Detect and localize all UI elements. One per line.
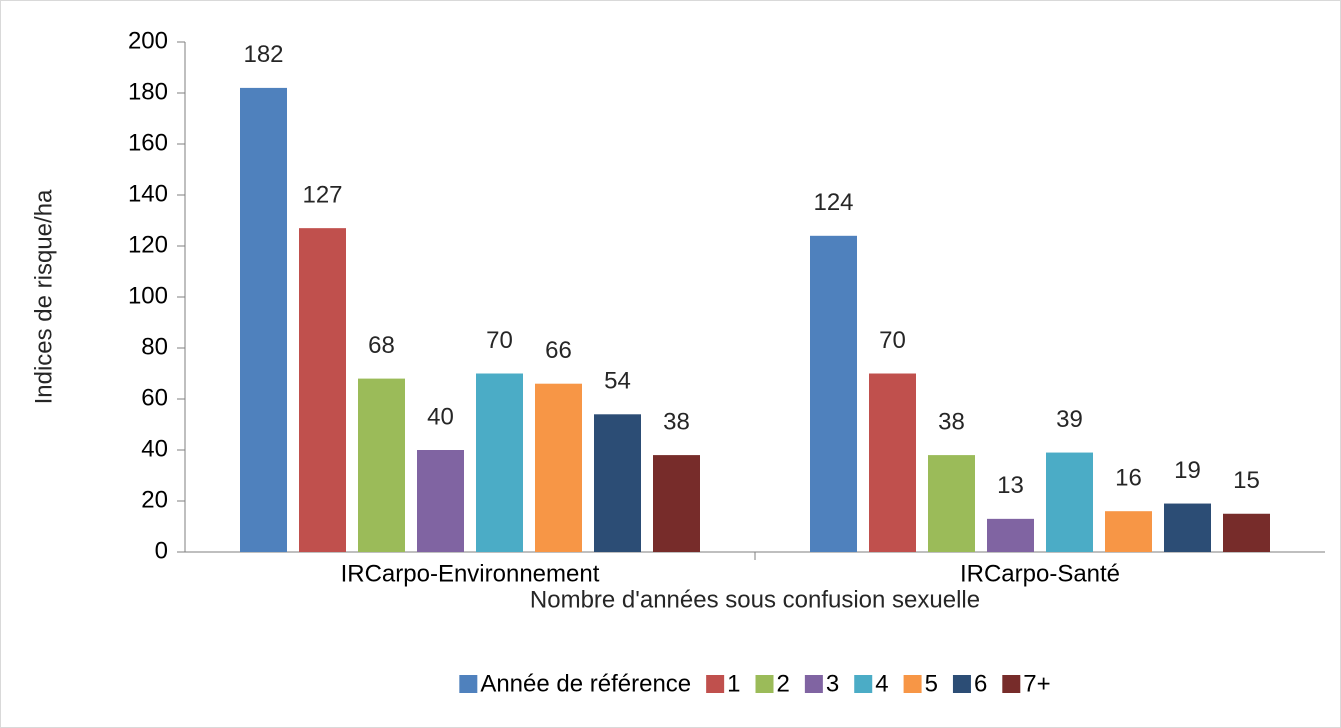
data-label: 66 — [545, 337, 572, 364]
legend-swatch — [755, 675, 774, 693]
data-label: 127 — [302, 181, 342, 208]
legend-label: 4 — [875, 670, 888, 697]
data-label: 182 — [243, 41, 283, 68]
legend-swatch — [903, 675, 922, 693]
data-label: 13 — [997, 472, 1024, 499]
bar — [594, 414, 641, 552]
bar — [1164, 503, 1211, 552]
x-axis-label: Nombre d'années sous confusion sexuelle — [530, 586, 980, 613]
legend-swatch — [706, 675, 725, 693]
bar — [1223, 513, 1270, 552]
y-tick-label: 60 — [141, 384, 168, 411]
legend: Année de référence 1 2 3 4 5 6 7+ — [459, 670, 1051, 697]
legend-swatch — [1002, 675, 1021, 693]
legend-label: Année de référence — [480, 670, 691, 697]
data-label: 68 — [368, 332, 395, 359]
y-tick-label: 100 — [128, 282, 168, 309]
bar — [928, 455, 975, 552]
legend-label: 2 — [777, 670, 790, 697]
bar — [869, 373, 916, 552]
bar — [810, 235, 857, 553]
data-label: 124 — [813, 189, 853, 216]
x-tick-label: IRCarpo-Environnement — [341, 560, 600, 587]
y-axis-label: Indices de risque/ha — [30, 189, 57, 404]
data-label: 40 — [427, 403, 454, 430]
y-tick-label: 200 — [128, 27, 168, 54]
data-label: 16 — [1115, 465, 1142, 492]
legend-label: 5 — [925, 670, 938, 697]
x-tick-label: IRCarpo-Santé — [960, 560, 1120, 587]
bar — [299, 228, 346, 552]
bar — [240, 87, 287, 553]
legend-label: 3 — [826, 670, 839, 697]
y-tick-label: 180 — [128, 78, 168, 105]
bar — [653, 455, 700, 552]
legend-swatch — [952, 675, 971, 693]
y-tick-label: 20 — [141, 486, 168, 513]
data-label: 19 — [1174, 457, 1201, 484]
bar — [1105, 511, 1152, 552]
data-label: 70 — [879, 327, 906, 354]
bar — [1046, 452, 1093, 552]
y-tick-label: 40 — [141, 435, 168, 462]
y-tick-label: 120 — [128, 231, 168, 258]
data-label: 15 — [1233, 467, 1260, 494]
legend-label: 6 — [974, 670, 987, 697]
legend-label: 7+ — [1023, 670, 1050, 697]
y-tick-label: 0 — [155, 537, 168, 564]
legend-label: 1 — [727, 670, 740, 697]
data-label: 38 — [663, 408, 690, 435]
bar — [476, 373, 523, 552]
bar — [358, 378, 405, 552]
y-tick-label: 160 — [128, 129, 168, 156]
legend-swatch — [854, 675, 873, 693]
y-tick-label: 140 — [128, 180, 168, 207]
data-label: 38 — [938, 408, 965, 435]
bar — [535, 383, 582, 552]
bar — [987, 518, 1034, 552]
data-label: 39 — [1056, 406, 1083, 433]
data-label: 54 — [604, 368, 631, 395]
data-label: 70 — [486, 327, 513, 354]
legend-swatch — [804, 675, 823, 693]
legend-swatch — [459, 675, 478, 693]
y-tick-label: 80 — [141, 333, 168, 360]
bar — [417, 450, 464, 552]
